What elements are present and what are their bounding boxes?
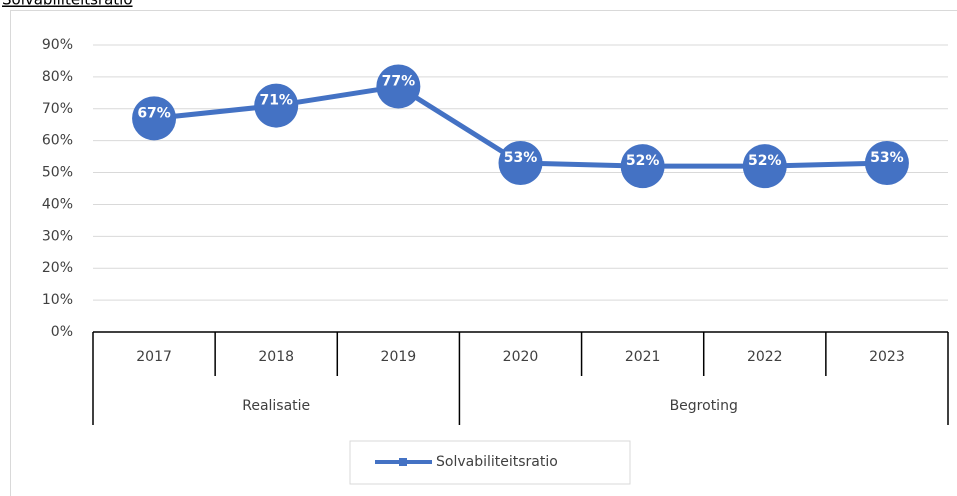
data-label: 53% <box>504 150 538 166</box>
y-tick-label: 90% <box>42 37 73 53</box>
marker <box>376 64 421 109</box>
data-label: 53% <box>870 150 904 166</box>
x-tick-label: 2017 <box>136 349 172 365</box>
marker <box>498 140 543 185</box>
data-label: 52% <box>748 153 782 169</box>
x-tick-label: 2019 <box>381 349 417 365</box>
x-tick-label: 2023 <box>869 349 905 365</box>
y-tick-label: 0% <box>51 324 73 340</box>
legend-label: Solvabiliteitsratio <box>436 454 558 470</box>
marker <box>254 83 299 128</box>
y-tick-label: 80% <box>42 69 73 85</box>
y-tick-label: 60% <box>42 133 73 149</box>
y-tick-label: 70% <box>42 101 73 117</box>
group-label: Realisatie <box>242 398 310 414</box>
y-tick-label: 50% <box>42 165 73 181</box>
marker <box>742 144 787 189</box>
marker <box>620 144 665 189</box>
group-label: Begroting <box>670 398 738 414</box>
y-tick-label: 30% <box>42 228 73 244</box>
y-tick-label: 40% <box>42 196 73 212</box>
legend-box <box>349 440 631 485</box>
y-tick-label: 10% <box>42 292 73 308</box>
x-tick-label: 2021 <box>625 349 661 365</box>
chart-title: Solvabiliteitsratio <box>2 0 133 9</box>
y-tick-label: 20% <box>42 260 73 276</box>
data-label: 52% <box>626 153 660 169</box>
data-label: 77% <box>382 73 416 89</box>
x-tick-label: 2020 <box>503 349 539 365</box>
marker <box>132 96 177 141</box>
data-label: 67% <box>137 105 171 121</box>
chart-border <box>10 10 957 496</box>
x-tick-label: 2022 <box>747 349 783 365</box>
legend-marker <box>399 458 407 466</box>
marker <box>864 140 909 185</box>
data-label: 71% <box>259 93 293 109</box>
x-tick-label: 2018 <box>258 349 294 365</box>
